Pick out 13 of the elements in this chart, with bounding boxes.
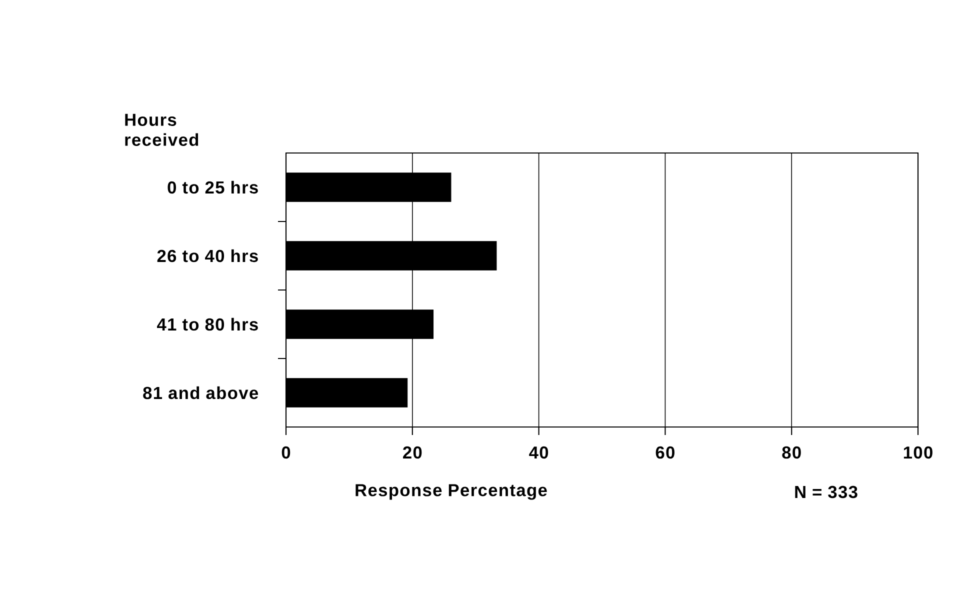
- x-tick-label: 60: [656, 446, 674, 459]
- y-tick-label: 41 to 80 hrs: [157, 318, 258, 331]
- y-tick-label: 0 to 25 hrs: [168, 180, 258, 194]
- x-tick-label: 80: [782, 446, 801, 459]
- x-tick-label: 0: [282, 446, 290, 459]
- x-axis-title: Response Percentage: [356, 484, 547, 500]
- y-tick-label: 26 to 40 hrs: [157, 249, 258, 262]
- x-tick-label: 20: [403, 446, 422, 459]
- y-axis-title: Hours received: [125, 114, 198, 146]
- y-tick-label: 81 and above: [143, 386, 258, 400]
- x-tick-label: 40: [529, 446, 548, 459]
- x-tick-label: 100: [904, 446, 932, 459]
- text: N = 333: [795, 486, 858, 498]
